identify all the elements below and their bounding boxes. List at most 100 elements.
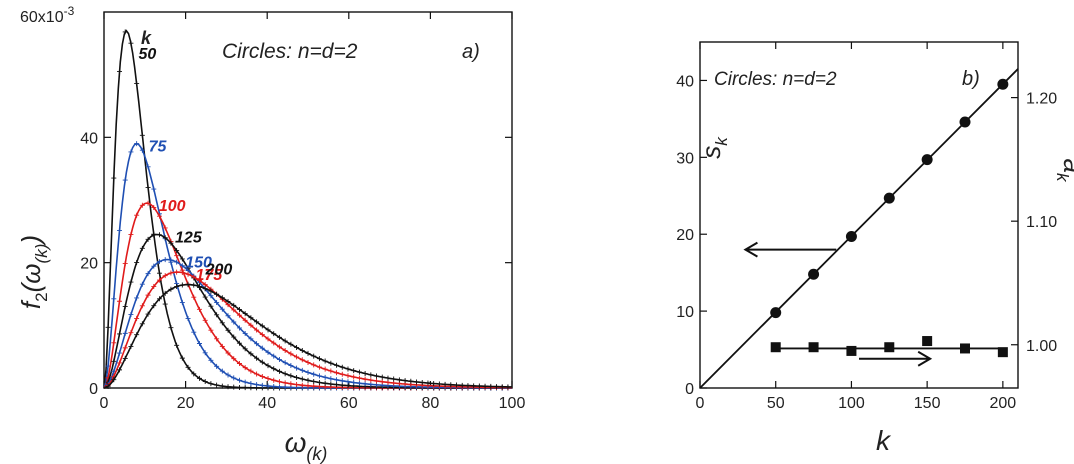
data-point-k150 (248, 336, 254, 342)
x-tick-label-a: 100 (499, 395, 526, 412)
data-point-k100 (128, 231, 134, 237)
y-axis-title-a: f2(ω(k)) (16, 235, 51, 309)
data-point-k200 (156, 296, 162, 302)
data-point-k100 (294, 382, 300, 388)
data-point-k200 (294, 344, 300, 350)
data-point-k150 (139, 281, 145, 287)
data-point-k150 (122, 330, 128, 336)
data-point-k200 (334, 362, 340, 368)
data-point-k200 (105, 383, 111, 389)
data-point-k75 (259, 382, 265, 388)
legend-header-k: k (141, 28, 152, 48)
data-point-k175 (151, 284, 157, 290)
ak-point (922, 336, 933, 347)
data-point-k125 (236, 340, 242, 346)
data-point-k125 (225, 327, 231, 333)
y-left-tick-label-b: 40 (676, 73, 694, 90)
data-point-k200 (396, 377, 402, 383)
data-point-k75 (265, 383, 271, 389)
data-point-k100 (196, 306, 202, 312)
data-point-k175 (368, 377, 374, 383)
annotation-b: Circles: n=d=2 (714, 69, 837, 90)
data-point-k150 (282, 360, 288, 366)
data-point-k125 (288, 373, 294, 379)
x-tick-label-b: 0 (696, 395, 705, 412)
data-point-k125 (276, 368, 282, 374)
data-point-k150 (345, 379, 351, 385)
data-point-k175 (156, 277, 162, 283)
data-point-k175 (322, 366, 328, 372)
data-point-k200 (168, 286, 174, 292)
data-point-k200 (185, 282, 191, 288)
y-scale-label: 60x10-3 (20, 4, 75, 26)
data-point-k175 (139, 303, 145, 309)
data-point-k125 (174, 247, 180, 253)
data-point-k100 (299, 382, 305, 388)
right-axis-arrow (859, 350, 933, 367)
data-point-k125 (128, 279, 134, 285)
data-point-k150 (168, 257, 174, 263)
data-point-k175 (294, 354, 300, 360)
data-point-k175 (117, 360, 123, 366)
data-point-k50 (111, 175, 117, 181)
data-point-k125 (122, 303, 128, 309)
sk-point (921, 154, 933, 166)
data-point-k200 (493, 384, 499, 390)
data-point-k175 (254, 327, 260, 333)
svg-text:ak: ak (1053, 159, 1074, 183)
data-point-k50 (191, 371, 197, 377)
chart-a: 60x10-3 f2(ω(k)) ω(k) 0 20 40 60 80 100 0 20 40 5… (16, 4, 526, 464)
x-tick-label-a: 40 (258, 395, 276, 412)
data-point-k100 (214, 336, 220, 342)
data-point-k200 (117, 367, 123, 373)
data-point-k150 (151, 263, 157, 269)
x-tick-label-b: 200 (990, 395, 1017, 412)
data-point-k200 (122, 355, 128, 361)
series-line-k150 (103, 258, 512, 389)
data-point-k100 (191, 294, 197, 300)
data-point-k100 (236, 361, 242, 367)
data-point-k175 (374, 378, 380, 384)
data-point-k150 (351, 379, 357, 385)
y-right-tick-label-b: 1.10 (1026, 214, 1057, 231)
sk-point (959, 116, 971, 128)
data-point-k200 (242, 311, 248, 317)
data-point-k175 (179, 270, 185, 276)
data-point-k125 (311, 378, 317, 384)
y-left-axis-title-b: sk (696, 136, 731, 159)
data-point-k150 (254, 341, 260, 347)
data-point-k200 (219, 295, 225, 301)
data-point-k50 (185, 364, 191, 370)
data-point-k150 (214, 300, 220, 306)
data-point-k175 (339, 371, 345, 377)
data-point-k50 (162, 301, 168, 307)
data-point-k200 (385, 375, 391, 381)
data-point-k200 (465, 383, 471, 389)
data-point-k200 (311, 353, 317, 359)
data-point-k100 (162, 225, 168, 231)
data-point-k75 (179, 299, 185, 305)
data-point-k150 (288, 363, 294, 369)
data-point-k200 (202, 286, 208, 292)
data-point-k125 (316, 379, 322, 385)
sk-point (883, 192, 895, 204)
data-point-k200 (174, 284, 180, 290)
data-point-k175 (311, 362, 317, 368)
data-point-k50 (117, 69, 123, 75)
y-tick-label-a: 20 (80, 256, 98, 273)
data-point-k200 (431, 381, 437, 387)
series-label-k75: 75 (149, 139, 168, 156)
data-point-k100 (219, 343, 225, 349)
data-point-k150 (145, 271, 151, 277)
data-point-k175 (334, 370, 340, 376)
data-point-k50 (202, 378, 208, 384)
data-point-k150 (208, 293, 214, 299)
data-point-k125 (117, 331, 123, 337)
data-point-k200 (288, 341, 294, 347)
data-point-k125 (162, 235, 168, 241)
data-point-k200 (471, 383, 477, 389)
data-point-k200 (225, 298, 231, 304)
data-point-k200 (368, 372, 374, 378)
data-point-k125 (299, 376, 305, 382)
data-point-k100 (202, 317, 208, 323)
